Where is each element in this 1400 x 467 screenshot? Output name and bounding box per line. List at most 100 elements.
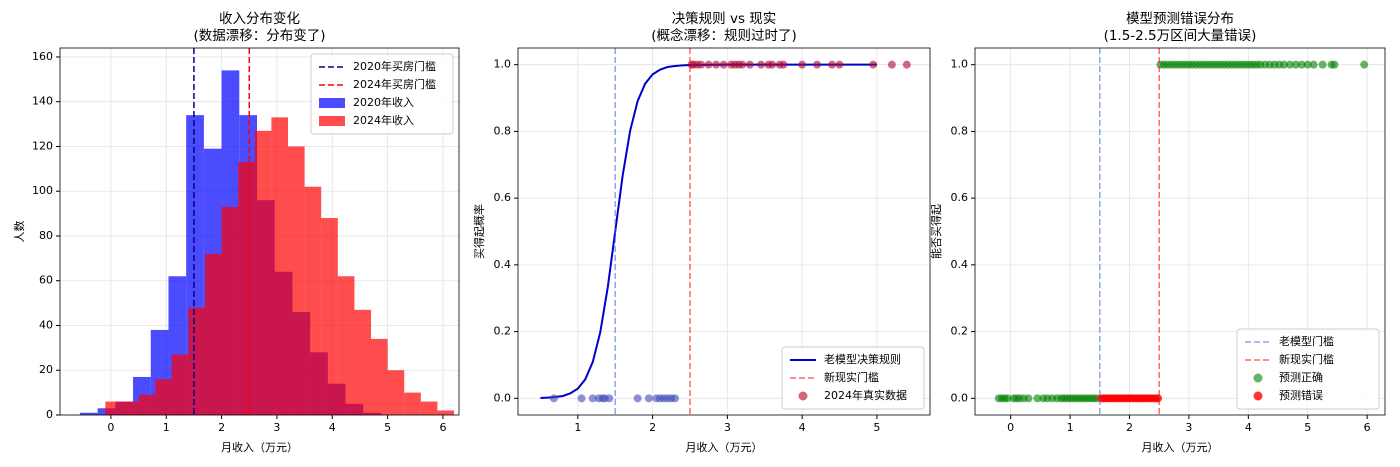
chart-title: 模型预测错误分布 [1126, 11, 1234, 27]
x-tick-label: 1 [163, 421, 170, 434]
x-tick-label: 0 [1007, 421, 1014, 434]
scatter-point [712, 60, 721, 69]
histogram-bar [121, 401, 139, 415]
scatter-point [1291, 60, 1300, 69]
x-tick-label: 1 [1067, 421, 1074, 434]
histogram-bar [138, 394, 156, 415]
scatter-point [671, 394, 680, 403]
scatter-point [697, 60, 706, 69]
legend-label: 2024年买房门槛 [353, 77, 436, 91]
y-tick-label: 0.2 [951, 325, 969, 338]
x-tick-label: 1 [574, 421, 581, 434]
x-tick-label: 4 [329, 421, 336, 434]
scatter-point [869, 60, 878, 69]
legend-label: 预测错误 [1279, 388, 1323, 402]
histogram-bar [337, 276, 355, 415]
y-tick-label: 0.8 [494, 124, 512, 137]
scatter-point [798, 60, 807, 69]
scatter-point [605, 394, 614, 403]
scatter-point [887, 60, 896, 69]
legend-box [781, 346, 925, 410]
scatter-point [768, 60, 777, 69]
scatter-point [1297, 60, 1306, 69]
scatter-point [719, 60, 728, 69]
scatter-point [549, 394, 558, 403]
scatter-point [1360, 60, 1369, 69]
histogram-bar [354, 309, 372, 415]
scatter-point [588, 394, 597, 403]
y-tick-label: 0.0 [494, 391, 512, 404]
legend-swatch [1253, 373, 1263, 383]
y-tick-label: 20 [39, 363, 53, 376]
scatter-point [1318, 60, 1327, 69]
scatter-point [1303, 60, 1312, 69]
y-tick-label: 0.8 [951, 124, 969, 137]
histogram-bar [155, 379, 172, 415]
y-tick-label: 0.6 [494, 191, 512, 204]
y-tick-label: 0.6 [951, 191, 969, 204]
y-tick-label: 0.2 [494, 325, 512, 338]
x-axis-label: 月收入（万元） [1142, 440, 1219, 454]
x-tick-label: 6 [1364, 421, 1371, 434]
scatter-point [902, 60, 911, 69]
x-tick-label: 5 [1304, 421, 1311, 434]
scatter-point [633, 394, 642, 403]
histogram-bar [254, 130, 272, 416]
legend-box [310, 53, 454, 135]
scatter-point [835, 60, 844, 69]
legend-box [1236, 328, 1380, 410]
y-tick-label: 120 [32, 139, 53, 152]
x-tick-label: 3 [1185, 421, 1192, 434]
histogram-bar [304, 186, 322, 415]
legend-label: 2024年真实数据 [824, 388, 907, 402]
scatter-point [577, 394, 586, 403]
legend-label: 老模型门槛 [1279, 334, 1334, 348]
scatter-point [1154, 394, 1163, 403]
histogram-bar [79, 412, 98, 415]
legend-swatch [319, 116, 345, 126]
histogram-bar [404, 392, 421, 415]
scatter-point [1033, 394, 1042, 403]
x-tick-label: 3 [724, 421, 731, 434]
y-tick-label: 1.0 [951, 58, 969, 71]
x-axis-label: 月收入（万元） [221, 440, 298, 454]
y-tick-label: 100 [32, 184, 53, 197]
scatter-point [813, 60, 822, 69]
scatter-point [757, 60, 766, 69]
scatter-point [1285, 60, 1294, 69]
y-tick-label: 0.4 [494, 258, 512, 271]
histogram-bar [171, 354, 189, 415]
y-tick-label: 0 [46, 408, 53, 421]
chart-subtitle: (概念漂移：规则过时了) [651, 27, 797, 44]
histogram-bar [437, 410, 455, 415]
x-tick-label: 2 [1126, 421, 1133, 434]
histogram-bar [221, 206, 239, 415]
chart-subtitle: (数据漂移：分布变了) [193, 28, 325, 44]
chart-title: 决策规则 vs 现实 [672, 10, 777, 27]
y-tick-label: 0.4 [951, 258, 969, 271]
x-tick-label: 4 [1245, 421, 1252, 434]
legend-label: 老模型决策规则 [824, 352, 901, 366]
histogram-bar [188, 307, 205, 415]
scatter-point [828, 60, 837, 69]
x-tick-label: 3 [273, 421, 280, 434]
histogram-bar [387, 370, 405, 415]
axes-frame [517, 47, 931, 416]
legend-swatch [798, 391, 808, 401]
x-axis-label: 月收入（万元） [686, 440, 763, 454]
x-tick-label: 5 [873, 421, 880, 434]
x-tick-label: 2 [218, 421, 225, 434]
scatter-point [704, 60, 713, 69]
legend-swatch [319, 98, 345, 108]
scatter-point [1024, 394, 1033, 403]
axes-frame [59, 47, 460, 416]
y-axis-label: 买得起概率 [472, 204, 486, 259]
scatter-point [1309, 60, 1318, 69]
scatter-point [738, 60, 747, 69]
scatter-point [644, 394, 653, 403]
scatter-point [1330, 60, 1339, 69]
legend-label: 预测正确 [1279, 371, 1323, 384]
